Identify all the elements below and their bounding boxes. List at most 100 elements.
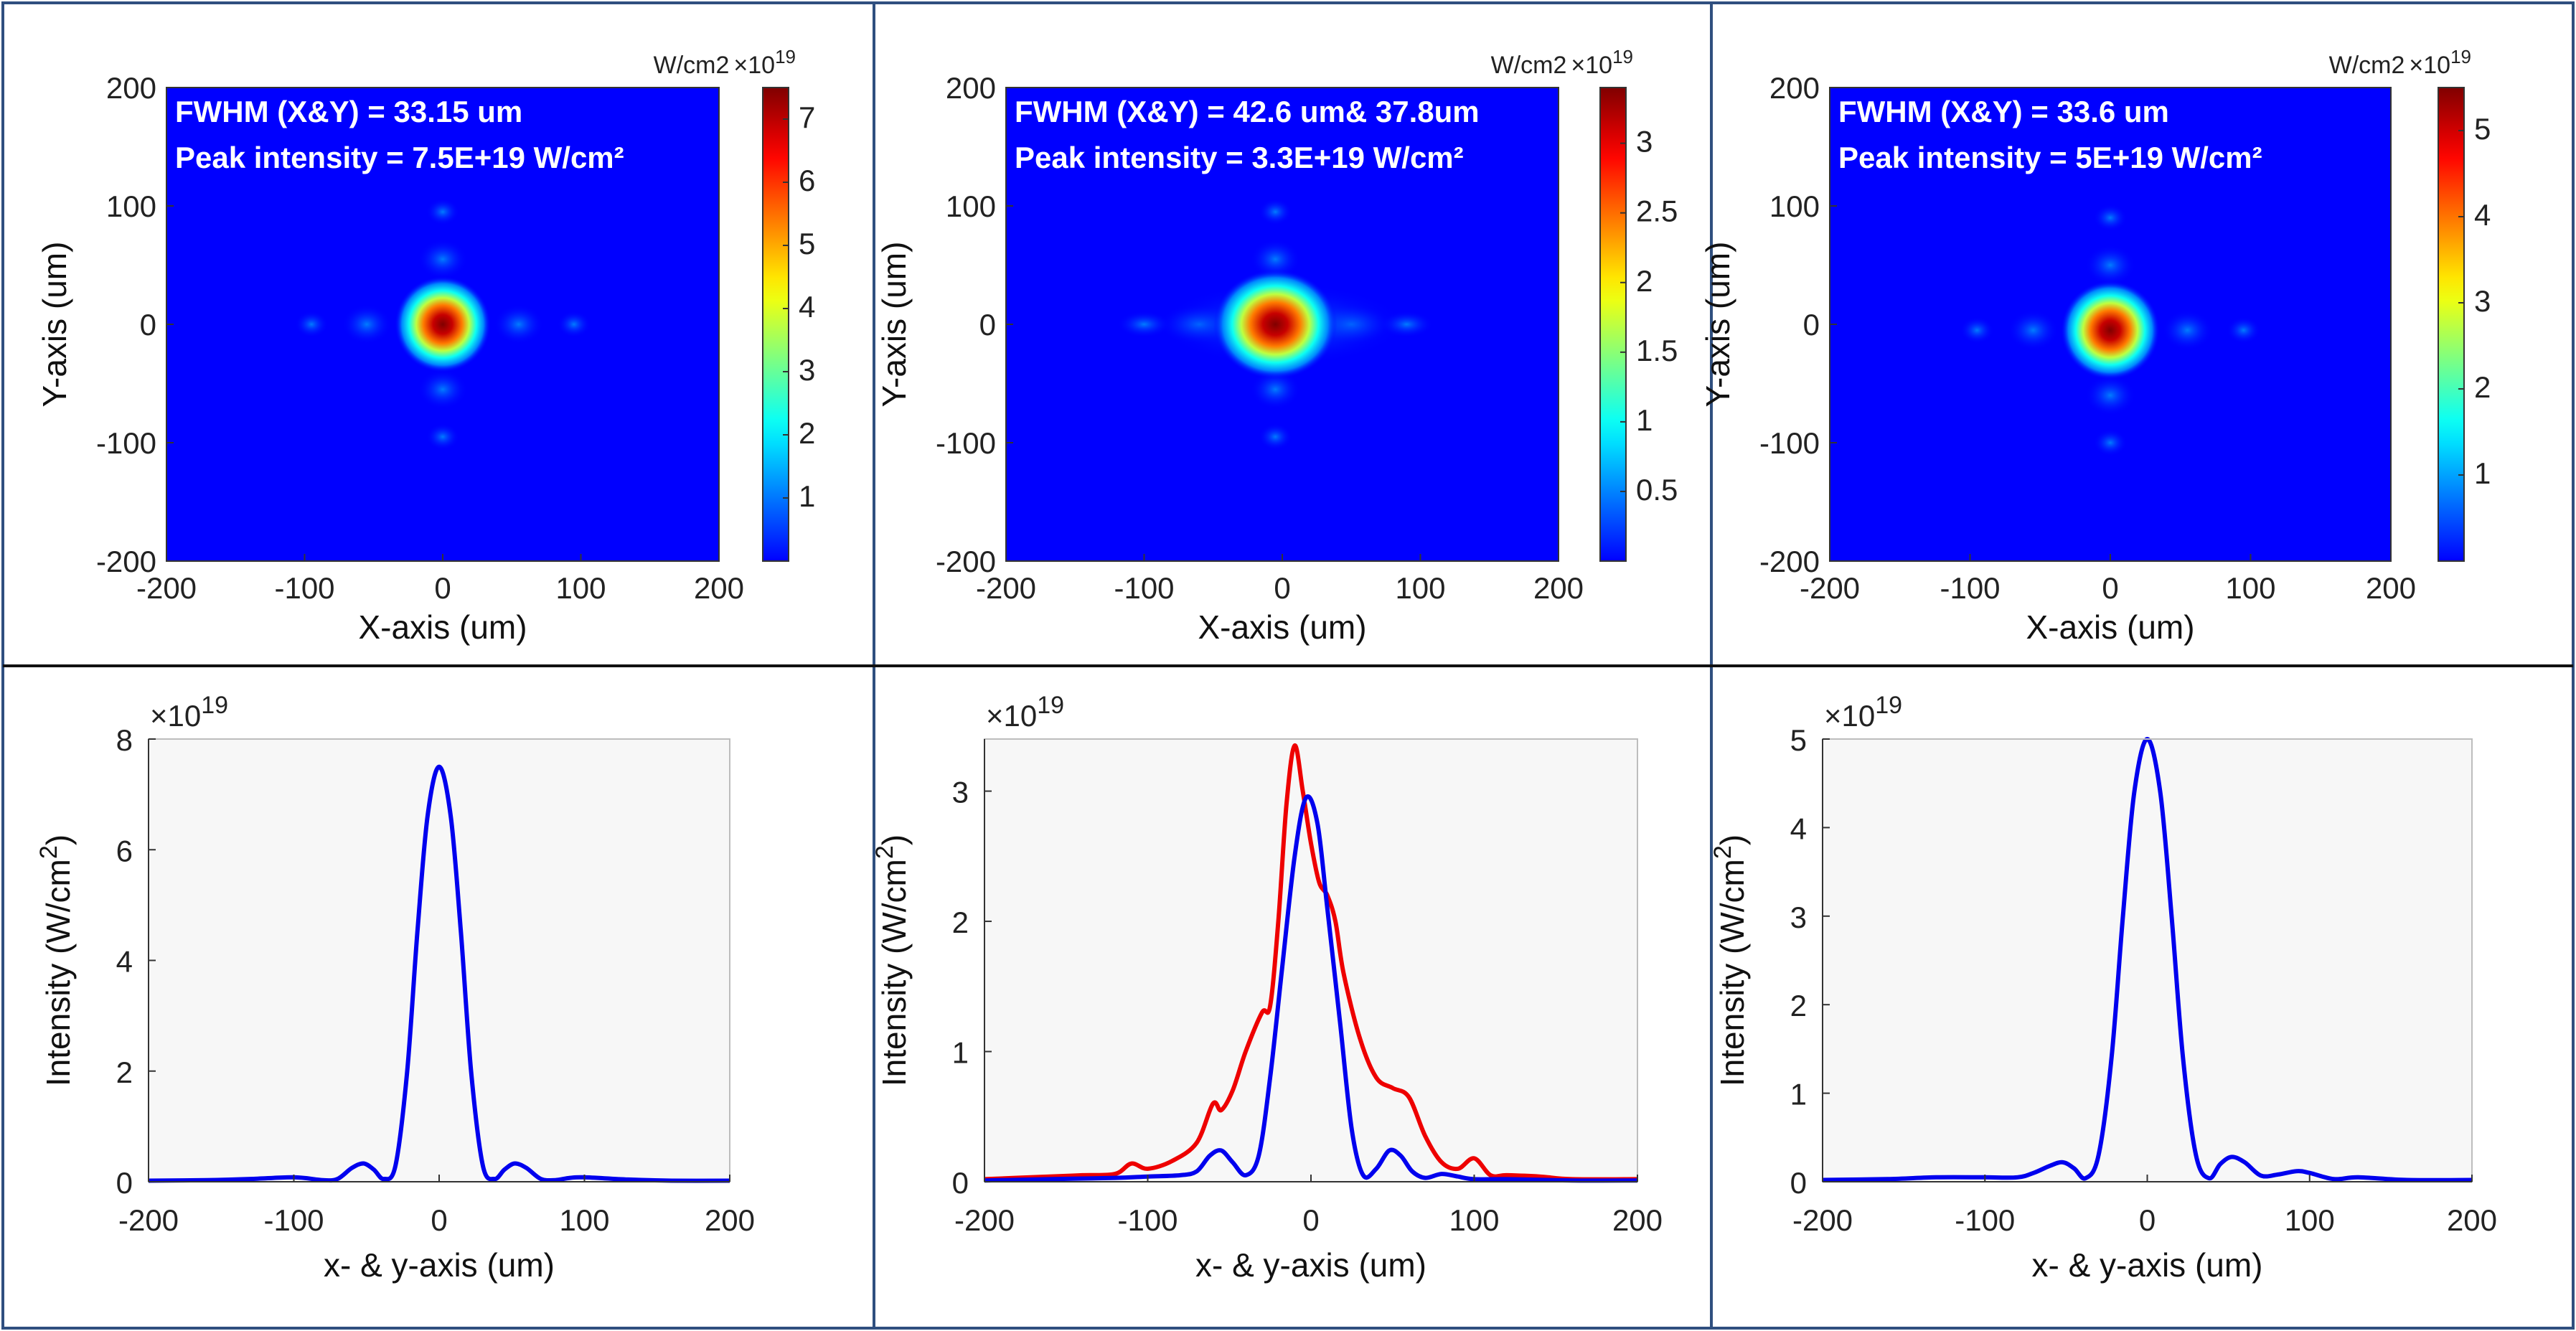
- y-label-main: Intensity (W/cm: [39, 859, 77, 1086]
- colorbar-tick-label: 3: [799, 353, 815, 387]
- x-tick-label: 200: [2366, 571, 2416, 605]
- heatmap-panel-1: -200 -100 0 100 200 -200 -100 0 100 200 X-axis (um…: [36, 46, 815, 646]
- colorbar-unit-label: W/cm2 ×1019: [1491, 46, 1633, 79]
- y-tick-label: -200: [936, 545, 996, 578]
- multiplier-exponent: 19: [1037, 692, 1064, 719]
- y-tick-label: 100: [946, 189, 996, 223]
- x-tick-label: 100: [2225, 571, 2275, 605]
- x-tick-label: 100: [555, 571, 606, 605]
- peak-intensity-annotation: Peak intensity = 5E+19 W/cm²: [1838, 141, 2262, 174]
- side-lobe: [2162, 310, 2213, 351]
- x-tick-label: 0: [2139, 1203, 2156, 1237]
- multiplier-exponent: 19: [1875, 692, 1902, 719]
- multiplier-exponent: 19: [201, 692, 228, 719]
- colorbar-tick-label: 1.5: [1636, 334, 1678, 367]
- colorbar: [1599, 87, 1627, 562]
- y-tick-label: 4: [1790, 812, 1807, 845]
- line-panel-3: -200 -100 0 100 200 0 1 2 3 4 5 ×1019 x- & y-axis (u…: [1709, 692, 2497, 1284]
- colorbar-tick-label: 2: [1636, 264, 1653, 298]
- colorbar-exponent: 19: [2450, 46, 2471, 67]
- side-lobe: [2093, 429, 2128, 456]
- y-tick-label: 100: [1769, 189, 1820, 223]
- side-lobe: [2008, 310, 2059, 351]
- y-label-superscript: 2: [35, 845, 62, 859]
- plot-background: [149, 739, 730, 1182]
- x-axis-label: x- & y-axis (um): [324, 1246, 555, 1284]
- y-tick-label: 8: [116, 723, 133, 757]
- x-tick-label: -100: [1117, 1203, 1177, 1237]
- colorbar-multiplier: ×10: [1571, 52, 1612, 79]
- y-tick-label: 200: [1769, 71, 1820, 105]
- colorbar-unit: W/cm2: [2329, 52, 2405, 79]
- colorbar-unit-label: W/cm2 ×1019: [2329, 46, 2471, 79]
- x-axis-label: x- & y-axis (um): [1195, 1246, 1426, 1284]
- x-tick-label: -200: [954, 1203, 1015, 1237]
- x-tick-label: -100: [1940, 571, 2000, 605]
- plot-background: [1823, 739, 2472, 1182]
- peak-intensity-annotation: Peak intensity = 3.3E+19 W/cm²: [1015, 141, 1464, 174]
- y-tick-label: 0: [1803, 308, 1820, 342]
- line-panel-1: -200 -100 0 100 200 0 2 4 6 8 ×1019 x- & y-axis (um…: [35, 692, 755, 1284]
- y-tick-label: 2: [952, 906, 969, 939]
- colorbar-tick-label: 5: [2474, 112, 2491, 146]
- side-lobe: [1250, 239, 1301, 279]
- side-lobe: [426, 423, 460, 451]
- heatmap-panel-2: -200 -100 0 100 200 -200 -100 0 100 200 X-axis (um…: [875, 46, 1678, 646]
- fwhm-annotation: FWHM (X&Y) = 33.6 um: [1838, 95, 2169, 128]
- side-lobe: [426, 198, 460, 225]
- x-tick-label: 100: [559, 1203, 609, 1237]
- x-tick-label: 0: [1302, 1203, 1319, 1237]
- y-tick-label: 3: [1790, 900, 1807, 934]
- colorbar-tick-label: 3: [2474, 284, 2491, 318]
- y-label-main: Intensity (W/cm: [875, 859, 913, 1086]
- multiplier-base: ×10: [150, 699, 201, 733]
- y-tick-label: 200: [106, 71, 156, 105]
- side-lobe: [418, 370, 468, 410]
- colorbar: [2438, 87, 2465, 562]
- colorbar-tick-label: 4: [799, 290, 815, 324]
- y-tick-label: 3: [952, 776, 969, 809]
- x-tick-label: -200: [118, 1203, 179, 1237]
- focal-spot: [1213, 269, 1338, 380]
- x-tick-label: -200: [136, 571, 197, 605]
- side-lobe: [1259, 198, 1292, 225]
- x-tick-label: -100: [1955, 1203, 2015, 1237]
- y-label-superscript: 2: [871, 845, 898, 859]
- side-lobe: [418, 239, 468, 279]
- side-lobe: [2084, 375, 2136, 416]
- y-tick-label: 200: [946, 71, 996, 105]
- colorbar-exponent: 19: [1612, 46, 1633, 67]
- side-lobe: [1960, 316, 1994, 344]
- colorbar-tick-label: 2.5: [1636, 194, 1678, 228]
- colorbar-tick-label: 1: [799, 479, 815, 513]
- x-tick-label: -100: [263, 1203, 324, 1237]
- y-tick-label: 0: [952, 1166, 969, 1200]
- side-lobe: [1117, 311, 1171, 338]
- peak-intensity-annotation: Peak intensity = 7.5E+19 W/cm²: [175, 141, 624, 174]
- y-tick-label: 4: [116, 945, 133, 979]
- x-tick-label: 200: [694, 571, 744, 605]
- multiplier-base: ×10: [986, 699, 1037, 733]
- x-tick-label: 200: [1533, 571, 1584, 605]
- colorbar-exponent: 19: [775, 46, 796, 67]
- x-tick-label: -100: [1114, 571, 1174, 605]
- x-tick-label: 0: [431, 1203, 447, 1237]
- side-lobe: [342, 304, 392, 344]
- x-tick-label: 200: [1612, 1203, 1663, 1237]
- y-tick-label: 100: [106, 189, 156, 223]
- series-line-1: [984, 743, 1638, 1182]
- multiplier-base: ×10: [1824, 699, 1875, 733]
- colorbar-multiplier: ×10: [733, 52, 775, 79]
- y-tick-label: 0: [1790, 1166, 1807, 1200]
- side-lobe: [557, 311, 591, 338]
- side-lobe: [2084, 245, 2136, 286]
- focal-spot: [2061, 281, 2160, 380]
- y-label-end: ): [875, 834, 913, 845]
- y-multiplier: ×1019: [986, 692, 1064, 733]
- x-tick-label: 100: [2285, 1203, 2335, 1237]
- y-axis-label: Y-axis (um): [1699, 242, 1736, 408]
- y-tick-label: 5: [1790, 723, 1807, 757]
- y-label-end: ): [39, 834, 77, 845]
- y-tick-label: 2: [116, 1055, 133, 1089]
